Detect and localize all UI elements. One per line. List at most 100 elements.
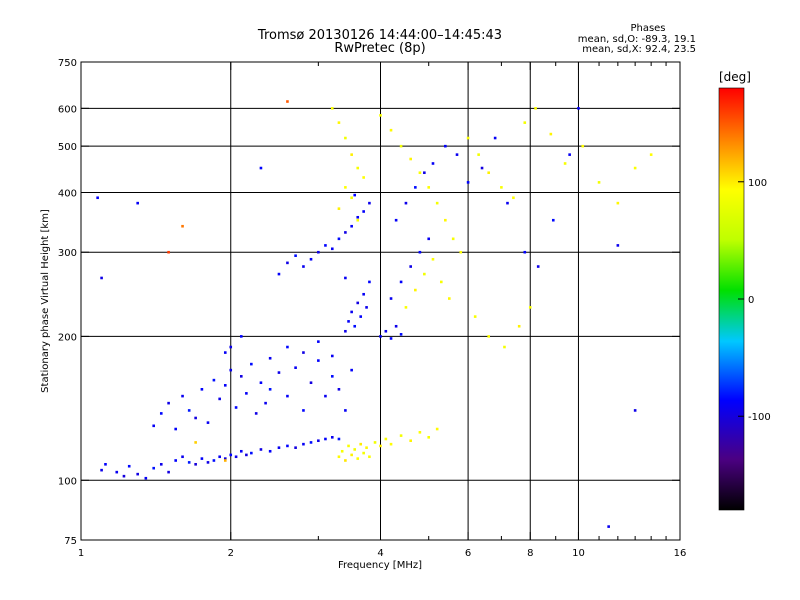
data-point-x	[350, 453, 353, 457]
data-point-o	[136, 472, 139, 476]
data-point-x	[344, 186, 347, 189]
data-point-o	[394, 324, 398, 328]
data-point-o	[536, 265, 540, 268]
data-point-o	[250, 362, 253, 366]
data-point-o	[286, 444, 289, 448]
data-point-o	[324, 394, 327, 398]
data-point-x	[337, 207, 341, 210]
data-point-x	[344, 459, 347, 462]
data-point-o	[633, 409, 637, 412]
data-point-x	[435, 427, 439, 431]
data-point-o	[104, 463, 107, 466]
data-point-o	[317, 359, 320, 362]
data-point-o	[347, 320, 350, 323]
data-point-o	[250, 451, 253, 455]
data-point-o	[427, 237, 431, 241]
data-point-x	[633, 166, 637, 170]
data-point-o	[144, 476, 148, 480]
data-point-x	[439, 280, 443, 284]
data-point-x	[409, 157, 412, 161]
colorbar-ticks: 100 0 -100	[738, 178, 771, 423]
phases-heading: Phases	[630, 23, 665, 34]
data-point-o	[212, 378, 216, 382]
data-point-o	[245, 453, 248, 457]
data-point-x	[418, 171, 422, 175]
data-point-o	[356, 301, 360, 305]
data-point-x	[451, 237, 455, 241]
data-point-x	[528, 306, 532, 309]
data-point-x	[362, 176, 365, 179]
data-point-x	[389, 128, 393, 132]
data-point-o	[350, 224, 353, 228]
data-point-x	[384, 437, 388, 441]
data-point-o	[234, 406, 238, 409]
data-point-x	[444, 218, 447, 222]
data-point-o	[229, 345, 233, 349]
data-point-o	[159, 412, 163, 415]
data-point-o	[350, 368, 353, 372]
data-point-o	[365, 306, 368, 309]
data-point-x	[616, 201, 620, 205]
data-point-o	[330, 375, 334, 378]
data-point-x	[459, 250, 463, 254]
data-point-x	[500, 186, 503, 189]
data-point-o	[152, 424, 155, 428]
data-point-o	[181, 394, 184, 398]
data-point-o	[399, 280, 403, 284]
data-point-o	[218, 455, 221, 459]
data-point-o	[344, 231, 347, 234]
data-point-o	[362, 210, 365, 213]
data-point-o	[353, 324, 357, 328]
chart-title: Tromsø 20130126 14:44:00–14:45:43	[257, 28, 502, 43]
data-point-x	[563, 162, 567, 165]
data-point-o	[302, 409, 305, 412]
data-point-x	[362, 451, 365, 455]
data-point-o	[122, 474, 126, 478]
y-tick-label: 100	[58, 476, 77, 487]
data-point-x	[340, 449, 344, 453]
data-point-x	[431, 257, 435, 261]
data-point-o	[194, 416, 197, 420]
y-tick-label: 200	[58, 332, 77, 343]
data-point-o	[455, 153, 459, 156]
data-point-o	[568, 153, 571, 156]
colorbar-label: [deg]	[719, 70, 751, 84]
data-point-x	[409, 439, 412, 443]
phases-x-stats: mean, sd,X: 92.4, 23.5	[582, 44, 696, 55]
data-point-o	[431, 162, 435, 165]
data-point-o	[359, 315, 363, 318]
data-point-x	[399, 144, 403, 148]
data-point-x	[167, 250, 170, 254]
data-point-o	[368, 280, 371, 284]
data-point-o	[268, 449, 272, 453]
data-point-o	[239, 375, 243, 378]
data-point-o	[223, 384, 227, 387]
y-tick-label: 75	[64, 536, 77, 547]
data-point-o	[206, 461, 210, 464]
data-point-x	[581, 144, 585, 148]
x-tick-label: 10	[572, 548, 585, 559]
data-point-x	[353, 448, 357, 451]
data-point-o	[404, 201, 408, 205]
data-point-o	[259, 448, 263, 451]
data-point-x	[423, 272, 426, 276]
data-point-o	[350, 310, 353, 314]
data-point-o	[277, 371, 281, 374]
data-point-o	[317, 340, 320, 343]
data-point-o	[330, 247, 334, 251]
data-point-x	[466, 136, 470, 140]
data-point-o	[577, 107, 580, 110]
data-point-x	[477, 153, 480, 156]
data-point-o	[187, 461, 191, 464]
data-point-o	[418, 250, 422, 254]
data-point-o	[302, 351, 305, 354]
y-tick-label: 400	[58, 188, 77, 199]
y-tick-label: 750	[58, 58, 77, 69]
data-point-x	[373, 441, 377, 444]
y-tick-label: 300	[58, 248, 77, 259]
data-point-x	[487, 335, 490, 338]
data-point-o	[330, 354, 334, 358]
data-point-x	[286, 100, 289, 103]
data-point-x	[534, 107, 537, 110]
data-point-o	[317, 250, 320, 254]
